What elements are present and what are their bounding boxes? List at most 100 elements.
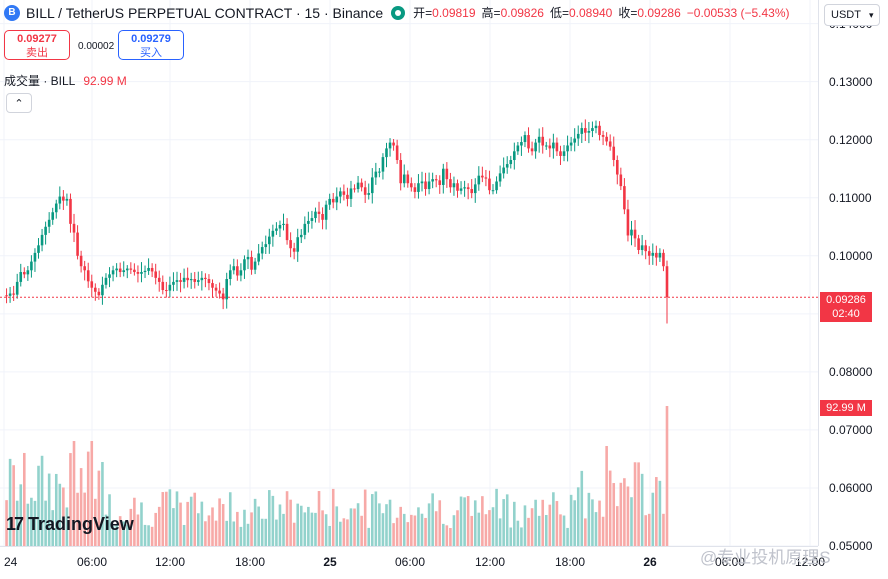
ohlc-change: −0.00533 (−5.43%) [686,5,790,20]
candle-body [552,142,555,149]
volume-bar [424,517,427,546]
volume-bar [544,514,548,546]
volume-bar [594,512,598,546]
volume-bar [243,509,246,546]
candle-body [353,188,356,190]
candle-body [15,281,19,295]
volume-bar [246,523,250,546]
candle-body [655,252,658,258]
volume-bar [175,491,179,546]
volume-bar [374,491,378,546]
volume-bar [69,453,72,546]
volume-bar [94,498,97,546]
volume-bar [268,490,271,546]
volume-bar [331,488,335,546]
volume-bar [314,512,317,546]
ohlc-low: 低=0.08940 [549,6,613,20]
collapse-legend-button[interactable]: ⌃ [6,93,32,113]
candle-body [370,177,374,194]
candle-body [498,173,502,182]
ohlc-high: 高=0.09826 [481,6,544,20]
volume-bar [484,514,488,546]
volume-bar [328,525,331,546]
candle-body [662,252,665,267]
price-axis[interactable]: 0.140000.130000.120000.110000.100000.080… [818,0,888,553]
volume-bar [207,515,211,546]
candle-body [381,157,385,172]
candle-body [548,145,552,149]
candle-body [328,198,331,205]
volume-bar [104,514,108,546]
candle-body [133,269,136,273]
candle-body [307,220,310,224]
candle-body [445,168,449,180]
currency-selector[interactable]: USDT ▾ [824,4,880,26]
volume-bar [562,515,566,546]
candle-body [147,267,150,271]
candle-body [58,196,62,204]
volume-bar [420,513,424,546]
volume-bar [452,515,456,546]
volume-bar [335,506,339,546]
candle-body [79,255,83,267]
time-axis[interactable]: 24 06:00 12:00 18:00 25 06:00 12:00 18:00 26 06:0… [0,546,825,579]
volume-bar [218,498,221,546]
volume-bar [147,525,150,546]
volume-bar [37,465,40,546]
buy-button[interactable]: 0.09279 买入 [118,30,184,60]
volume-bar [189,496,193,546]
volume-bar [165,491,168,546]
chevron-up-icon: ⌃ [14,97,24,110]
candle-body [253,261,257,270]
volume-bar [523,505,527,546]
candle-body [196,280,200,282]
volume-legend-label: 成交量 · BILL [4,74,76,88]
volume-bar [150,526,154,546]
volume-bar [136,514,140,546]
candle-body [122,270,126,273]
candle-body [111,270,115,275]
candle-body [189,279,193,281]
candle-body [211,283,214,288]
volume-bar [615,506,619,546]
volume-bar [154,512,157,546]
volume-bar [619,482,623,546]
sell-button[interactable]: 0.09277 卖出 [4,30,70,60]
candle-body [104,277,108,285]
volume-bar [161,492,165,546]
watermark: @专业投机原理S [700,548,831,567]
price-axis-label: 0.08000 [829,364,873,379]
candle-body [406,174,410,184]
candle-body [502,167,505,174]
candle-body [5,295,8,297]
sell-label: 卖出 [26,47,48,59]
volume-bar [637,462,640,546]
candle-body [484,177,488,179]
candle-body [584,128,587,133]
symbol-title[interactable]: BILL / TetherUS PERPETUAL CONTRACT · 15 … [26,4,384,21]
volume-bar [143,524,147,546]
volume-bar [395,517,399,546]
chart-area[interactable] [0,0,818,546]
volume-bar [363,489,367,546]
candle-body [271,230,275,237]
tradingview-logo[interactable]: 17 TradingView [6,514,134,535]
volume-bar [140,502,143,546]
volume-bar [65,507,69,546]
time-axis-label: 24 [4,555,18,569]
volume-bar [115,525,118,546]
candle-body [608,141,612,147]
candle-body [473,184,477,194]
bar-countdown: 02:40 [832,308,860,320]
volume-bar [30,497,33,546]
volume-bar [466,496,470,546]
candle-body [594,125,598,129]
candle-body [644,245,647,252]
volume-bar [626,486,630,546]
volume-bar [413,515,417,546]
candle-body [395,145,399,161]
buy-label: 买入 [140,47,162,59]
volume-bar [587,492,591,546]
candle-body [587,130,591,133]
candle-body [175,280,179,282]
